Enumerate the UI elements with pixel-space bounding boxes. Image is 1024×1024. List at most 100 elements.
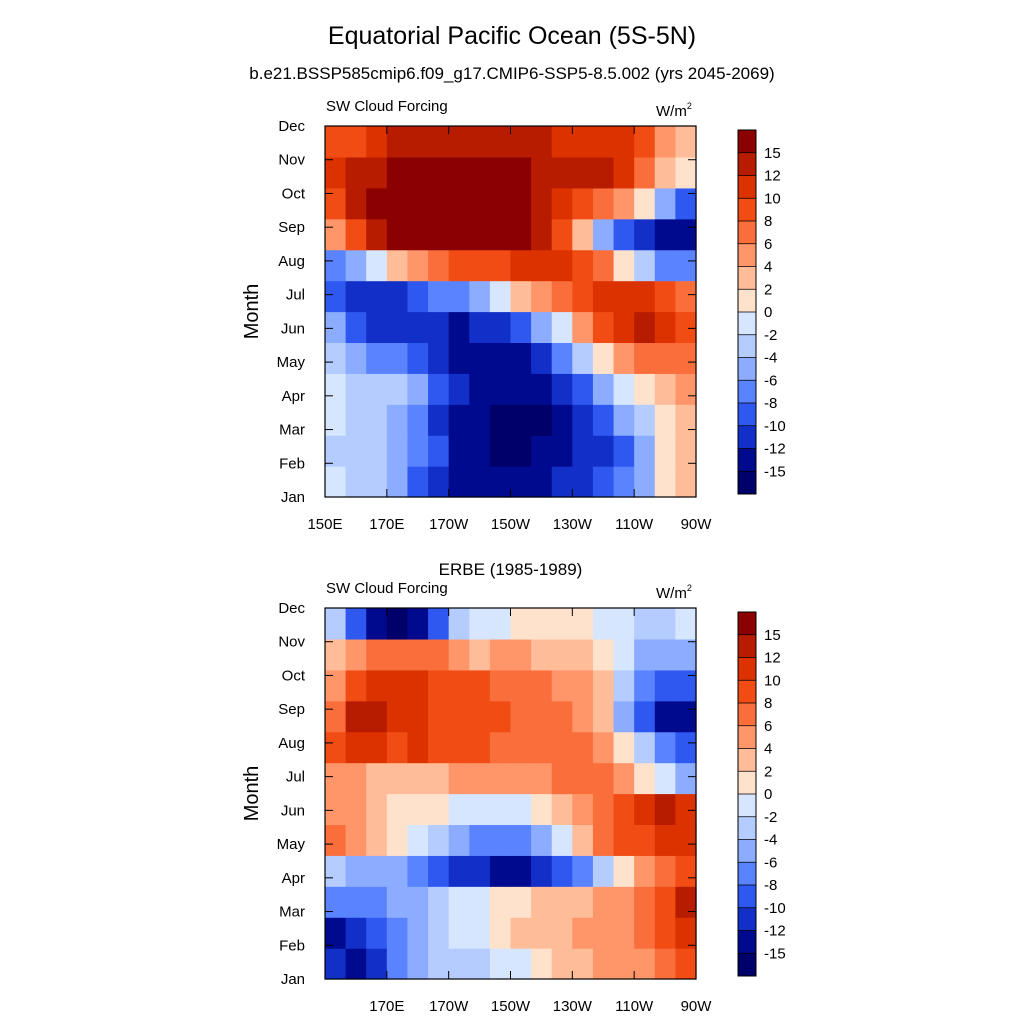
heatmap-cell xyxy=(366,435,388,467)
heatmap-cell xyxy=(654,731,676,764)
colorbar-swatch xyxy=(738,862,756,886)
heatmap-cell xyxy=(325,218,347,251)
heatmap-cell xyxy=(592,435,615,467)
heatmap-cell xyxy=(654,373,676,405)
heatmap-cell xyxy=(531,249,553,282)
heatmap-cell xyxy=(345,731,367,764)
heatmap-cell xyxy=(675,824,697,856)
colorbar-label: 4 xyxy=(764,259,772,276)
heatmap-cell xyxy=(325,373,347,405)
heatmap-cell xyxy=(366,855,388,887)
x-tick-label: 110W xyxy=(615,516,654,533)
heatmap-cell xyxy=(510,311,532,344)
heatmap-cell xyxy=(325,855,347,887)
heatmap-cell xyxy=(510,917,532,949)
colorbar-swatch xyxy=(738,152,756,176)
heatmap-cell xyxy=(386,156,409,189)
heatmap-cell xyxy=(428,886,450,918)
colorbar-label: -8 xyxy=(764,877,777,894)
heatmap-cell xyxy=(510,466,532,498)
heatmap-cell xyxy=(551,435,573,467)
heatmap-cell xyxy=(407,669,429,702)
heatmap-cell xyxy=(366,886,388,918)
heatmap-cell xyxy=(469,793,491,826)
heatmap-cell xyxy=(489,948,512,980)
colorbar-swatch xyxy=(738,953,756,977)
heatmap-cell xyxy=(469,342,491,374)
heatmap-cell xyxy=(551,793,573,826)
colorbar-label: 15 xyxy=(764,627,781,644)
heatmap-cell xyxy=(613,762,635,795)
heatmap-cell xyxy=(551,466,573,498)
heatmap-cell xyxy=(592,917,615,949)
heatmap-cell xyxy=(675,700,697,733)
heatmap-cell xyxy=(386,435,409,467)
heatmap-cell xyxy=(531,342,553,374)
heatmap-cell xyxy=(531,700,553,733)
heatmap-cell xyxy=(469,126,491,158)
colorbar-swatch xyxy=(738,725,756,749)
colorbar-label: 6 xyxy=(764,718,772,735)
heatmap-cell xyxy=(551,280,573,313)
colorbar-label: 12 xyxy=(764,650,781,667)
x-tick-label: 150E xyxy=(307,516,342,533)
heatmap-cell xyxy=(634,886,656,918)
heatmap-cell xyxy=(448,156,470,189)
heatmap-cell xyxy=(613,669,635,702)
heatmap-cell xyxy=(448,824,470,856)
heatmap-cell xyxy=(345,886,367,918)
heatmap-cell xyxy=(325,435,347,467)
heatmap-cell xyxy=(345,218,367,251)
y-tick-label: Jan xyxy=(281,489,305,506)
heatmap-cell xyxy=(448,669,470,702)
heatmap-cell xyxy=(592,280,615,313)
heatmap-cell xyxy=(634,311,656,344)
heatmap-cell xyxy=(345,466,367,498)
heatmap-cell xyxy=(386,280,409,313)
heatmap-cell xyxy=(345,948,367,980)
heatmap-cell xyxy=(592,311,615,344)
heatmap-cell xyxy=(489,342,512,374)
heatmap-cell xyxy=(675,435,697,467)
heatmap-cell xyxy=(407,280,429,313)
heatmap-cell xyxy=(407,342,429,374)
heatmap-cell xyxy=(510,793,532,826)
heatmap-cell xyxy=(386,886,409,918)
heatmap-cell xyxy=(531,373,553,405)
heatmap-cell xyxy=(469,731,491,764)
heatmap-cell xyxy=(428,700,450,733)
heatmap-cell xyxy=(613,156,635,189)
heatmap-cell xyxy=(469,917,491,949)
heatmap-cell xyxy=(386,855,409,887)
x-tick-label: 170W xyxy=(429,516,469,533)
heatmap-cell xyxy=(428,855,450,887)
heatmap-cell xyxy=(510,948,532,980)
heatmap-cell xyxy=(428,280,450,313)
heatmap-cell xyxy=(613,638,635,671)
heatmap-cell xyxy=(531,824,553,856)
y-tick-label: Nov xyxy=(278,152,305,169)
heatmap-cell xyxy=(366,638,388,671)
y-tick-label: Oct xyxy=(282,667,306,684)
heatmap-cell xyxy=(448,886,470,918)
colorbar-swatch xyxy=(738,425,756,449)
heatmap-cell xyxy=(448,435,470,467)
heatmap-cell xyxy=(613,249,635,282)
colorbar-swatch xyxy=(738,703,756,727)
colorbar-swatch xyxy=(738,266,756,290)
heatmap-cell xyxy=(325,187,347,220)
y-tick-label: Jan xyxy=(281,971,305,988)
heatmap-cell xyxy=(654,126,676,158)
heatmap-cell xyxy=(592,373,615,405)
heatmap-cell xyxy=(572,824,594,856)
heatmap-panel-erbe: ERBE (1985-1989)SW Cloud Forcing W/m2 Jan F… xyxy=(241,560,786,1015)
heatmap-cell xyxy=(366,187,388,220)
heatmap-cell xyxy=(448,466,470,498)
heatmap-cell xyxy=(469,311,491,344)
units-label: W/m2 xyxy=(656,583,692,602)
heatmap-cell xyxy=(510,280,532,313)
colorbar-label: 0 xyxy=(764,786,772,803)
heatmap-cell xyxy=(428,948,450,980)
heatmap-cell xyxy=(634,126,656,158)
heatmap-cell xyxy=(572,311,594,344)
